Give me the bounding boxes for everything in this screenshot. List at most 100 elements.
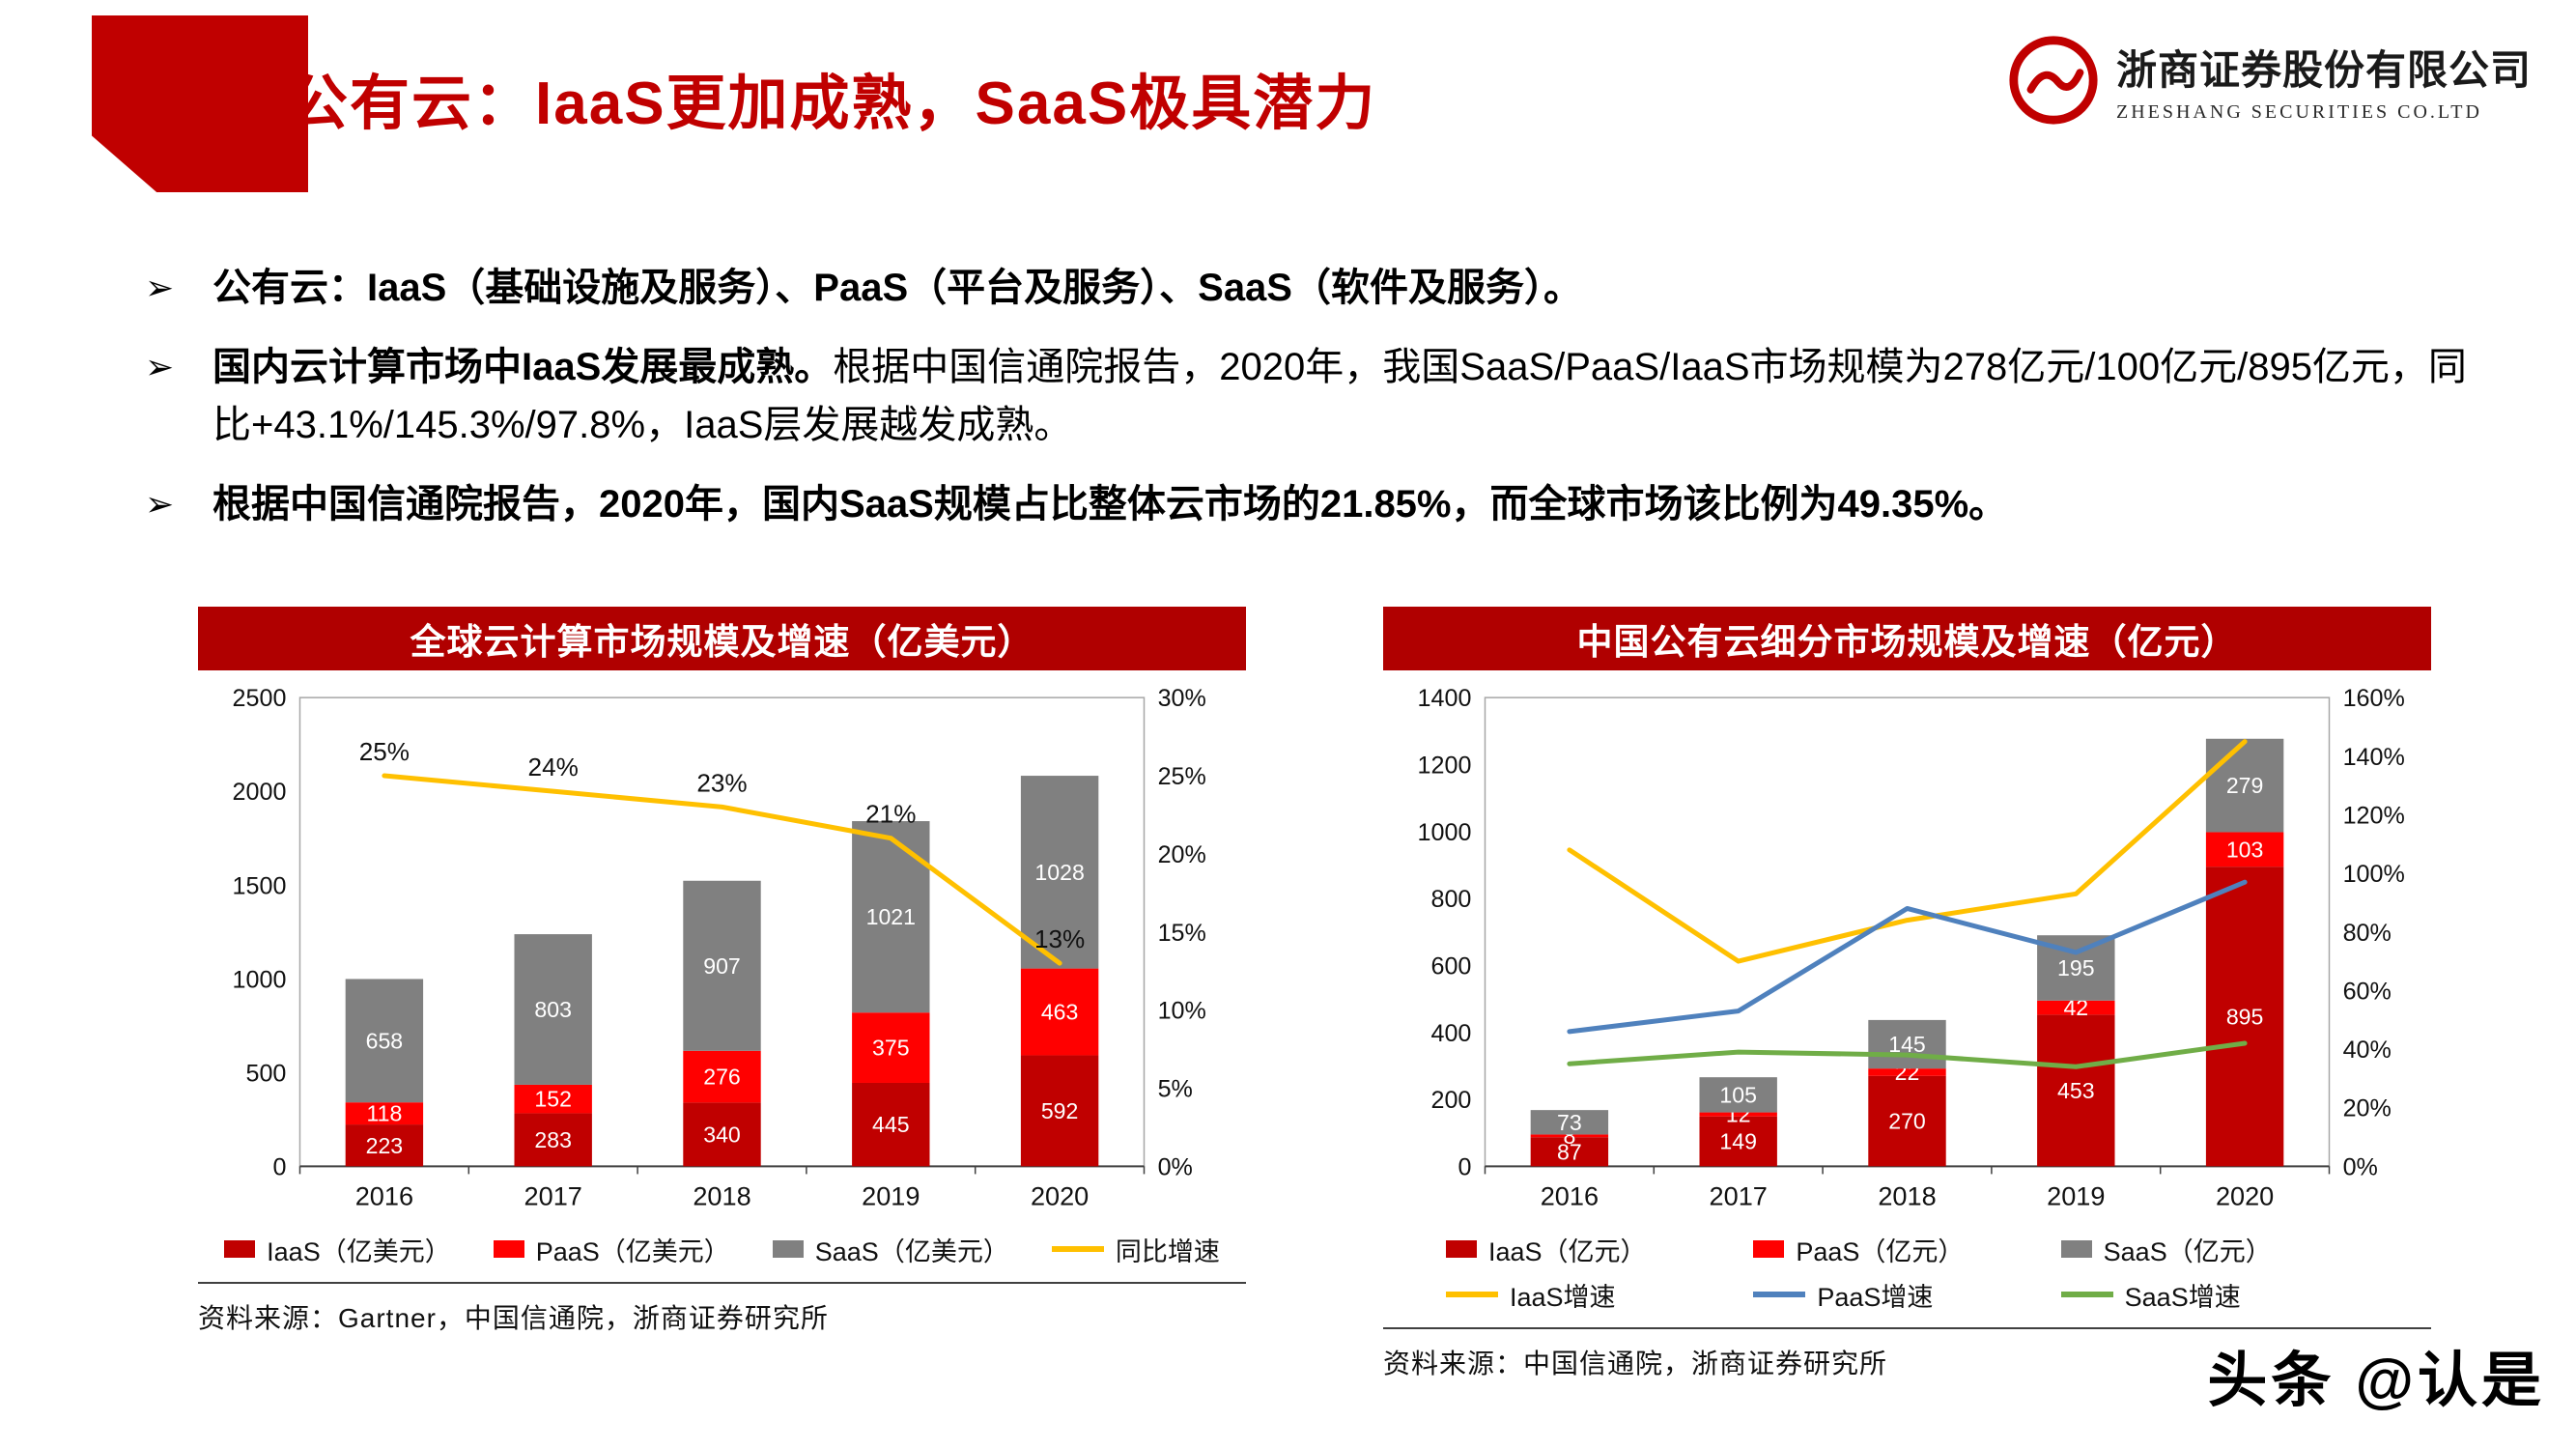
bullet-text-normal: 根据中国信通院报告，2020年，我国SaaS/PaaS/IaaS市场规模为278… xyxy=(212,346,2467,446)
svg-text:2020: 2020 xyxy=(2216,1181,2274,1211)
svg-text:87: 87 xyxy=(1557,1139,1582,1164)
legend-label: PaaS（亿元） xyxy=(1796,1236,1965,1266)
svg-text:2019: 2019 xyxy=(862,1181,920,1211)
svg-text:160%: 160% xyxy=(2343,685,2405,712)
company-logo: 浙商证券股份有限公司 ZHESHANG SECURITIES CO.LTD xyxy=(2006,33,2532,128)
chart-source: 资料来源：中国信通院，浙商证券研究所 xyxy=(1383,1326,2431,1381)
legend-label: SaaS（亿美元） xyxy=(814,1236,1009,1266)
svg-text:25%: 25% xyxy=(359,737,410,766)
svg-text:100%: 100% xyxy=(2343,861,2405,888)
svg-text:1028: 1028 xyxy=(1034,860,1084,885)
svg-text:5%: 5% xyxy=(1158,1076,1193,1103)
company-name: 浙商证券股份有限公司 xyxy=(2115,48,2532,94)
svg-text:195: 195 xyxy=(2057,955,2095,980)
legend-line-swatch xyxy=(2060,1292,2113,1298)
svg-text:200: 200 xyxy=(1431,1087,1472,1114)
svg-text:15%: 15% xyxy=(1158,920,1206,947)
svg-text:120%: 120% xyxy=(2343,802,2405,829)
legend-item: SaaS（亿元） xyxy=(2060,1231,2272,1268)
bullet-item-1: ➢ 公有云：IaaS（基础设施及服务）、PaaS（平台及服务）、SaaS（软件及… xyxy=(145,259,2492,317)
legend-item: PaaS增速 xyxy=(1753,1276,1933,1314)
watermark: 头条 @认是 xyxy=(2207,1348,2545,1414)
legend-label: IaaS增速 xyxy=(1510,1282,1616,1312)
svg-text:1021: 1021 xyxy=(866,904,916,929)
legend-row: IaaS增速 PaaS增速 SaaS增速 xyxy=(1383,1276,2431,1314)
legend-item: IaaS增速 xyxy=(1446,1276,1616,1314)
svg-text:907: 907 xyxy=(703,953,741,979)
svg-text:1500: 1500 xyxy=(233,872,287,899)
svg-text:1400: 1400 xyxy=(1418,685,1472,712)
legend-line-swatch xyxy=(1446,1292,1498,1298)
bullet-marker: ➢ xyxy=(145,268,175,307)
svg-text:60%: 60% xyxy=(2343,978,2392,1005)
legend-bar-swatch xyxy=(493,1240,524,1259)
svg-text:1000: 1000 xyxy=(1418,819,1472,846)
svg-text:1000: 1000 xyxy=(233,966,287,993)
bullet-marker: ➢ xyxy=(145,484,175,524)
svg-text:30%: 30% xyxy=(1158,685,1206,712)
svg-text:2018: 2018 xyxy=(693,1181,750,1211)
svg-text:80%: 80% xyxy=(2343,920,2392,947)
svg-text:20%: 20% xyxy=(1158,841,1206,868)
svg-text:152: 152 xyxy=(534,1087,572,1112)
legend-item: IaaS（亿元） xyxy=(1446,1231,1647,1268)
chart-card-global-cloud: 全球云计算市场规模及增速（亿美元） 0 500 1000 1500 2000 2500 0%… xyxy=(198,607,1246,1381)
svg-text:2017: 2017 xyxy=(524,1181,582,1211)
bullet-text: 国内云计算市场中IaaS发展最成熟。根据中国信通院报告，2020年，我国SaaS… xyxy=(212,338,2492,454)
svg-text:40%: 40% xyxy=(2343,1037,2392,1064)
svg-text:0%: 0% xyxy=(2343,1153,2378,1180)
legend-bar-swatch xyxy=(1753,1240,1785,1259)
chart-plot-global: 0 500 1000 1500 2000 2500 0% 5% 10% 15% 20% 25% 30% 2… xyxy=(198,670,1246,1229)
bullet-text-bold: 国内云计算市场中IaaS发展最成熟。 xyxy=(212,346,834,388)
svg-text:140%: 140% xyxy=(2343,744,2405,771)
svg-text:10%: 10% xyxy=(1158,998,1206,1025)
corner-decoration xyxy=(92,15,308,192)
chart-canvas: 0 500 1000 1500 2000 2500 0% 5% 10% 15% 20% 25% 30% 2… xyxy=(233,685,1206,1211)
svg-text:463: 463 xyxy=(1041,1000,1079,1025)
svg-text:118: 118 xyxy=(366,1101,402,1126)
legend-label: SaaS增速 xyxy=(2124,1282,2241,1312)
chart-title: 全球云计算市场规模及增速（亿美元） xyxy=(198,607,1246,670)
svg-text:375: 375 xyxy=(872,1036,910,1061)
legend-label: IaaS（亿元） xyxy=(1488,1236,1647,1266)
svg-text:2016: 2016 xyxy=(355,1181,413,1211)
svg-text:2016: 2016 xyxy=(1541,1181,1599,1211)
svg-text:0: 0 xyxy=(272,1153,286,1180)
legend-bar-swatch xyxy=(2060,1240,2092,1259)
svg-text:279: 279 xyxy=(2226,773,2264,798)
legend-line-swatch xyxy=(1753,1292,1806,1298)
legend-bar-swatch xyxy=(1446,1240,1477,1259)
bullet-list: ➢ 公有云：IaaS（基础设施及服务）、PaaS（平台及服务）、SaaS（软件及… xyxy=(145,259,2492,533)
legend-item: PaaS（亿元） xyxy=(1753,1231,1964,1268)
svg-text:276: 276 xyxy=(703,1065,741,1090)
bullet-text: 根据中国信通院报告，2020年，国内SaaS规模占比整体云市场的21.85%，而… xyxy=(212,475,2492,533)
chart-legend: IaaS（亿美元） PaaS（亿美元） SaaS（亿美元） 同比增速 xyxy=(198,1231,1246,1268)
svg-text:1200: 1200 xyxy=(1418,752,1472,779)
bullet-item-3: ➢ 根据中国信通院报告，2020年，国内SaaS规模占比整体云市场的21.85%… xyxy=(145,475,2492,533)
svg-text:24%: 24% xyxy=(528,753,579,781)
chart-plot-china: 0 200 400 600 800 1000 1200 1400 0% 20% 40% 60% 80% 1… xyxy=(1383,670,2431,1229)
svg-text:283: 283 xyxy=(534,1127,572,1152)
bullet-item-2: ➢ 国内云计算市场中IaaS发展最成熟。根据中国信通院报告，2020年，我国Sa… xyxy=(145,338,2492,454)
svg-text:592: 592 xyxy=(1041,1098,1079,1123)
svg-text:73: 73 xyxy=(1557,1110,1582,1135)
svg-text:658: 658 xyxy=(366,1028,404,1053)
svg-text:270: 270 xyxy=(1888,1109,1926,1134)
chart-legend: IaaS（亿元） PaaS（亿元） SaaS（亿元） IaaS增速 PaaS增速 SaaS… xyxy=(1383,1231,2431,1314)
svg-text:103: 103 xyxy=(2226,837,2264,862)
svg-text:445: 445 xyxy=(872,1112,910,1137)
svg-text:20%: 20% xyxy=(2343,1095,2392,1122)
zheshang-logo-icon xyxy=(2009,36,2098,125)
legend-bar-swatch xyxy=(772,1240,804,1259)
legend-row: IaaS（亿元） PaaS（亿元） SaaS（亿元） xyxy=(1383,1231,2431,1268)
legend-item: SaaS（亿美元） xyxy=(772,1231,1009,1268)
svg-text:2017: 2017 xyxy=(1710,1181,1768,1211)
bullet-marker: ➢ xyxy=(145,347,175,386)
page-title: 公有云：IaaS更加成熟，SaaS极具潜力 xyxy=(288,71,1377,137)
legend-label: 同比增速 xyxy=(1115,1236,1220,1266)
chart-card-china-cloud: 中国公有云细分市场规模及增速（亿元） 0 200 400 600 800 1000 1200… xyxy=(1383,607,2431,1381)
company-name-block: 浙商证券股份有限公司 ZHESHANG SECURITIES CO.LTD xyxy=(2116,38,2532,124)
svg-text:800: 800 xyxy=(1431,886,1472,913)
svg-text:803: 803 xyxy=(534,997,572,1022)
chart-canvas: 0 200 400 600 800 1000 1200 1400 0% 20% 40% 60% 80% 1… xyxy=(1418,685,2405,1211)
